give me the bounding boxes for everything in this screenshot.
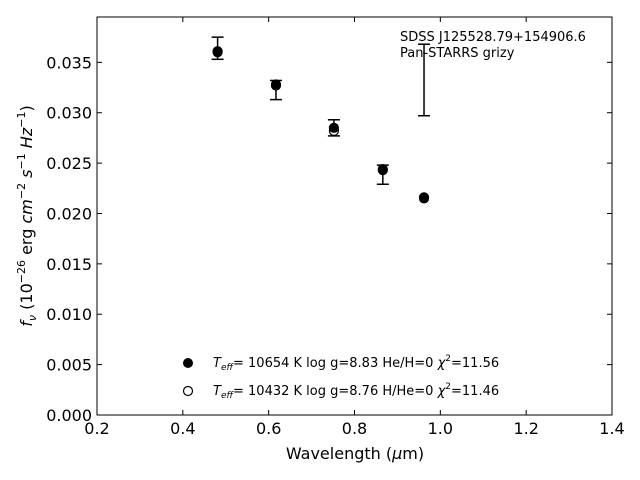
data-points bbox=[212, 46, 430, 204]
x-tick-label: 1.4 bbox=[599, 419, 624, 438]
x-tick-label: 0.2 bbox=[84, 419, 109, 438]
x-axis-ticks: 0.2 0.4 0.6 0.8 1.0 1.2 1.4 bbox=[84, 17, 625, 438]
x-axis-label: Wavelength (μm) bbox=[286, 444, 424, 463]
legend-entry-1: Teff= 10654 K log g=8.83 He/H=0 χ2=11.56 bbox=[213, 354, 499, 373]
model-point-filled bbox=[377, 164, 388, 175]
annotation-survey: Pan-STARRS grizy bbox=[400, 46, 515, 61]
legend: Teff= 10654 K log g=8.83 He/H=0 χ2=11.56… bbox=[182, 354, 499, 401]
x-tick-label: 1.2 bbox=[513, 419, 538, 438]
y-tick-label: 0.020 bbox=[46, 204, 92, 223]
legend-marker-filled bbox=[183, 358, 193, 368]
legend-entry-2: Teff= 10432 K log g=8.76 H/He=0 χ2=11.46 bbox=[213, 382, 499, 401]
model-point-filled bbox=[418, 192, 430, 203]
error-bars bbox=[211, 36, 431, 186]
annotation-object-name: SDSS J125528.79+154906.6 bbox=[400, 30, 586, 45]
model-point-filled bbox=[328, 122, 339, 133]
x-tick-label: 0.8 bbox=[342, 419, 367, 438]
y-tick-label: 0.005 bbox=[46, 356, 92, 375]
y-tick-label: 0.000 bbox=[46, 406, 92, 425]
y-tick-label: 0.035 bbox=[46, 53, 92, 72]
y-axis-ticks: 0.000 0.005 0.010 0.015 0.020 0.025 0.030 0.035 bbox=[46, 53, 612, 425]
x-tick-label: 0.6 bbox=[256, 419, 281, 438]
x-tick-label: 1.0 bbox=[428, 419, 453, 438]
y-axis-label: fν (10−26 erg cm−2 s−1 Hz−1) bbox=[15, 105, 39, 326]
model-point-filled bbox=[270, 79, 282, 90]
y-tick-label: 0.025 bbox=[46, 154, 92, 173]
legend-marker-open bbox=[182, 385, 194, 397]
model-point-filled bbox=[212, 46, 223, 57]
x-tick-label: 0.4 bbox=[170, 419, 195, 438]
y-tick-label: 0.030 bbox=[46, 104, 92, 123]
y-tick-label: 0.010 bbox=[46, 305, 92, 324]
y-tick-label: 0.015 bbox=[46, 255, 92, 274]
